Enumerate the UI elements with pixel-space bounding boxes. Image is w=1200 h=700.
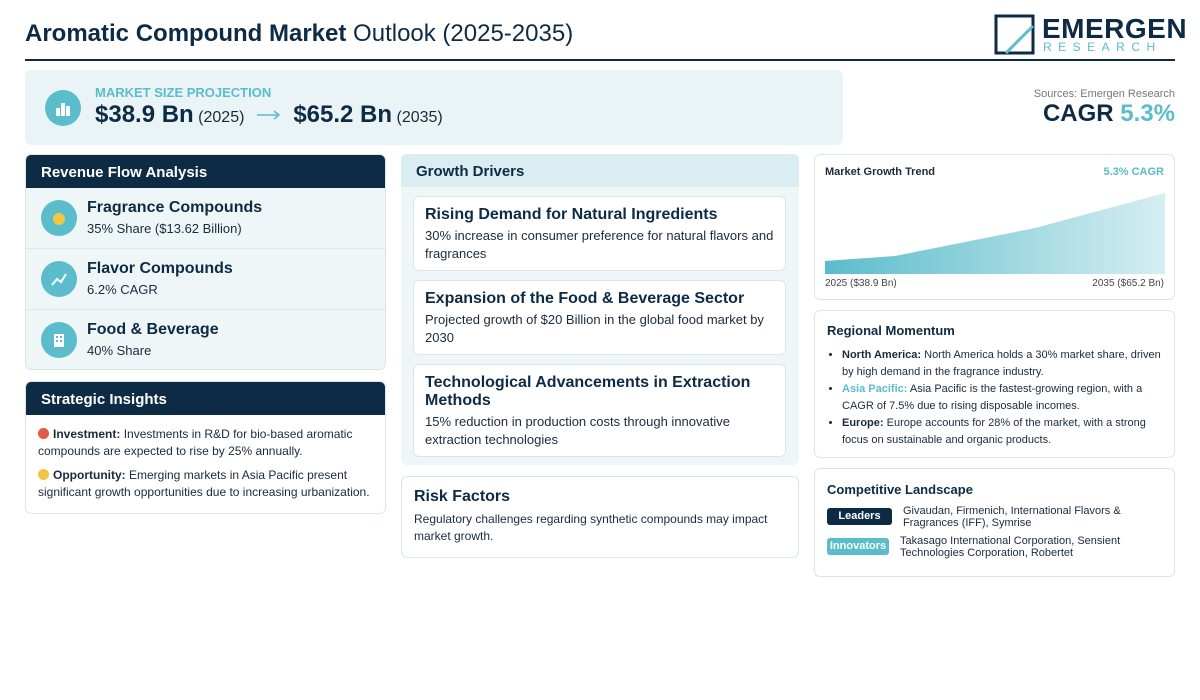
projection-values: $38.9 Bn (2025) $65.2 Bn (2035) bbox=[95, 101, 443, 129]
tier-tag: Leaders bbox=[827, 508, 892, 525]
risk-text: Regulatory challenges regarding syntheti… bbox=[414, 512, 768, 543]
title: Aromatic Compound Market Outlook (2025-2… bbox=[25, 20, 573, 48]
region-name: Asia Pacific: bbox=[842, 383, 908, 395]
driver-text: 15% reduction in production costs throug… bbox=[425, 414, 730, 447]
driver-title: Technological Advancements in Extraction… bbox=[425, 374, 751, 409]
logo-main: EMERGEN bbox=[1042, 13, 1188, 44]
region-text: North America holds a 30% market share, … bbox=[842, 349, 1161, 378]
competitive-landscape: Competitive Landscape Leaders Givaudan, F… bbox=[814, 468, 1175, 577]
tier-companies: Givaudan, Firmenich, International Flavo… bbox=[903, 505, 1121, 529]
revenue-name: Fragrance Compounds bbox=[87, 199, 263, 216]
trend-area bbox=[825, 193, 1165, 274]
revenue-icon bbox=[41, 200, 77, 236]
logo-sub: RESEARCH bbox=[1043, 40, 1162, 54]
revenue-item: Fragrance Compounds 35% Share ($13.62 Bil… bbox=[26, 188, 385, 249]
driver-card: Rising Demand for Natural Ingredients 30%… bbox=[413, 196, 786, 271]
projection-label: MARKET SIZE PROJECTION bbox=[95, 85, 272, 100]
insight-icon bbox=[38, 428, 49, 439]
insight-text: Emerging markets in Asia Pacific present… bbox=[38, 468, 370, 499]
projection-box: MARKET SIZE PROJECTION $38.9 Bn (2025) $… bbox=[25, 70, 843, 145]
driver-title: Expansion of the Food & Beverage Sector bbox=[425, 290, 745, 307]
trend-end: 2035 ($65.2 Bn) bbox=[1092, 278, 1164, 289]
region-item: Asia Pacific: Asia Pacific is the fastes… bbox=[842, 381, 1162, 415]
region-item: Europe: Europe accounts for 28% of the m… bbox=[842, 415, 1162, 449]
panel-title: Regional Momentum bbox=[827, 323, 955, 338]
chart-icon bbox=[45, 90, 81, 126]
region-name: Europe: bbox=[842, 417, 884, 429]
trend-start: 2025 ($38.9 Bn) bbox=[825, 278, 897, 289]
start-value: $38.9 Bn bbox=[95, 101, 194, 128]
insight-text: Investments in R&D for bio-based aromati… bbox=[38, 427, 353, 458]
panel-title: Revenue Flow Analysis bbox=[26, 155, 385, 188]
cagr-label: CAGR bbox=[1042, 100, 1114, 127]
end-year: (2035) bbox=[396, 109, 443, 126]
insight-label: Opportunity: bbox=[53, 468, 126, 482]
tier-tag: Innovators bbox=[827, 538, 889, 555]
cagr: CAGR 5.3% bbox=[1043, 100, 1175, 128]
panel-title: Growth Drivers bbox=[401, 154, 799, 187]
revenue-icon bbox=[41, 261, 77, 297]
tier-companies: Takasago International Corporation, Sens… bbox=[900, 535, 1121, 559]
driver-text: 30% increase in consumer preference for … bbox=[425, 228, 774, 261]
revenue-detail: 35% Share ($13.62 Billion) bbox=[87, 221, 242, 236]
revenue-name: Food & Beverage bbox=[87, 321, 219, 338]
panel-title: Strategic Insights bbox=[26, 382, 385, 415]
region-item: North America: North America holds a 30%… bbox=[842, 347, 1162, 381]
arrow bbox=[256, 110, 281, 120]
title-rest: Outlook (2025-2035) bbox=[353, 20, 574, 47]
driver-card: Technological Advancements in Extraction… bbox=[413, 364, 786, 457]
risk-factors: Risk Factors Regulatory challenges regar… bbox=[401, 476, 799, 558]
region-list: North America: North America holds a 30%… bbox=[827, 347, 1162, 449]
region-name: North America: bbox=[842, 349, 922, 361]
end-value: $65.2 Bn bbox=[293, 101, 393, 128]
insight: Investment: Investments in R&D for bio-b… bbox=[38, 426, 373, 460]
strategic-insights: Strategic Insights Investment: Investmen… bbox=[25, 381, 386, 514]
revenue-detail: 40% Share bbox=[87, 343, 152, 358]
trend-title: Market Growth Trend bbox=[825, 166, 936, 178]
revenue-item: Food & Beverage 40% Share bbox=[26, 310, 385, 369]
insight: Opportunity: Emerging markets in Asia Pa… bbox=[38, 467, 373, 501]
title-bold: Aromatic Compound Market bbox=[25, 20, 347, 47]
revenue-name: Flavor Compounds bbox=[87, 260, 233, 277]
start-year: (2025) bbox=[198, 109, 245, 126]
header-rule bbox=[25, 59, 1175, 61]
driver-text: Projected growth of $20 Billion in the g… bbox=[425, 312, 764, 345]
driver-card: Expansion of the Food & Beverage Sector P… bbox=[413, 280, 786, 355]
panel-title: Competitive Landscape bbox=[827, 482, 973, 497]
region-text: Europe accounts for 28% of the market, w… bbox=[842, 417, 1146, 446]
cagr-value: 5.3% bbox=[1120, 100, 1175, 127]
logo-mark bbox=[994, 14, 1035, 55]
driver-title: Rising Demand for Natural Ingredients bbox=[425, 206, 718, 223]
panel-title: Risk Factors bbox=[414, 488, 511, 505]
revenue-flow: Revenue Flow Analysis Fragrance Compound… bbox=[25, 154, 386, 370]
growth-trend: Market Growth Trend 5.3% CAGR 2025 ($38.… bbox=[814, 154, 1175, 300]
growth-drivers: Growth Drivers Rising Demand for Natural… bbox=[401, 154, 799, 465]
insight-label: Investment: bbox=[53, 427, 121, 441]
revenue-detail: 6.2% CAGR bbox=[87, 282, 158, 297]
revenue-icon bbox=[41, 322, 77, 358]
insight-list: Investment: Investments in R&D for bio-b… bbox=[26, 415, 385, 501]
region-text: Asia Pacific is the fastest-growing regi… bbox=[842, 383, 1143, 412]
sources: Sources: Emergen Research bbox=[1033, 88, 1175, 100]
trend-badge: 5.3% CAGR bbox=[1103, 166, 1164, 178]
revenue-item: Flavor Compounds 6.2% CAGR bbox=[26, 249, 385, 310]
regional-momentum: Regional Momentum North America: North A… bbox=[814, 310, 1175, 458]
insight-icon bbox=[38, 469, 49, 480]
